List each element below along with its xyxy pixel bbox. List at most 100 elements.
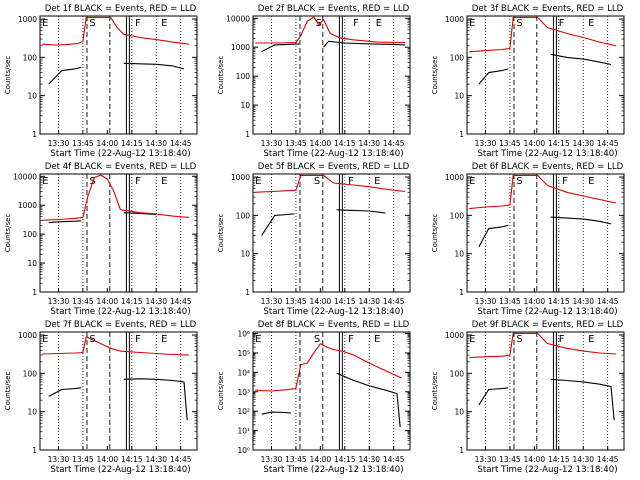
events-series-line	[48, 62, 185, 85]
y-tick-label: 10	[454, 92, 464, 101]
x-tick-label: 13:45	[499, 455, 521, 464]
x-tick-label: 14:00	[310, 139, 332, 148]
x-tick-label: 14:00	[97, 297, 119, 306]
x-tick-label: 13:45	[285, 139, 307, 148]
plot-frame	[466, 331, 625, 451]
event-letter: E	[376, 18, 382, 29]
x-tick-label: 13:45	[72, 139, 94, 148]
x-tick-label: 13:30	[48, 297, 70, 306]
y-tick-label: 1	[245, 288, 250, 297]
y-tick-label: 10⁵	[237, 349, 250, 358]
x-tick-label: 14:15	[334, 139, 356, 148]
x-tick-label: 14:30	[358, 455, 380, 464]
lld-series-line	[255, 343, 403, 392]
x-axis-label: Start Time (22-Aug-12 13:18:40)	[263, 465, 403, 475]
y-axis-label: Counts/sec	[217, 372, 225, 411]
lld-series-line	[255, 174, 406, 193]
y-tick-label: 1	[459, 288, 464, 297]
event-letter: S	[516, 18, 522, 29]
y-tick-label: 10000	[226, 14, 250, 23]
event-letter: E	[588, 18, 594, 29]
event-letter: E	[42, 18, 48, 29]
x-tick-label: 13:45	[499, 139, 521, 148]
event-letter: S	[314, 334, 320, 345]
x-tick-label: 14:00	[524, 139, 546, 148]
event-letter: E	[588, 176, 594, 187]
event-letter: F	[562, 176, 568, 187]
y-tick-label: 1000	[18, 331, 37, 340]
lld-series-line	[42, 16, 189, 46]
x-tick-label: 14:45	[383, 297, 405, 306]
x-tick-label: 13:30	[475, 297, 497, 306]
plot-frame	[466, 15, 625, 135]
x-tick-label: 14:45	[383, 139, 405, 148]
event-letter: S	[315, 18, 321, 29]
x-tick-label: 13:30	[48, 139, 70, 148]
x-tick-label: 14:45	[597, 455, 619, 464]
x-tick-label: 14:15	[334, 455, 356, 464]
y-tick-label: 1000	[445, 173, 464, 182]
event-letter: E	[255, 334, 261, 345]
x-tick-label: 14:15	[548, 455, 570, 464]
x-tick-label: 14:30	[358, 139, 380, 148]
event-letter: F	[348, 334, 354, 345]
events-series-line	[261, 40, 406, 53]
events-series-line	[48, 212, 157, 224]
y-axis-label: Counts/sec	[431, 372, 439, 411]
x-axis-label: Start Time (22-Aug-12 13:18:40)	[50, 307, 190, 317]
panel-title: Det 7f BLACK = Events, RED = LLD	[45, 320, 197, 330]
x-tick-label: 14:45	[383, 455, 405, 464]
y-tick-label: 1000	[445, 331, 464, 340]
y-tick-label: 100	[450, 211, 465, 220]
lld-series-line	[469, 332, 616, 359]
y-tick-label: 10	[240, 250, 250, 259]
y-tick-label: 10	[27, 259, 37, 268]
y-axis-label: Counts/sec	[4, 214, 12, 253]
events-series-line	[48, 378, 188, 421]
y-tick-label: 10⁴	[237, 368, 250, 377]
x-tick-label: 13:30	[48, 455, 70, 464]
x-tick-label: 14:00	[524, 455, 546, 464]
y-tick-label: 10⁶	[237, 330, 250, 339]
panel-4: Det 4f BLACK = Events, RED = LLD Counts/s…	[4, 162, 198, 317]
panel-8: Det 8f BLACK = Events, RED = LLD Counts/s…	[217, 320, 411, 475]
y-tick-label: 100	[236, 72, 251, 81]
y-axis-label: Counts/sec	[217, 56, 225, 95]
panel-5: Det 5f BLACK = Events, RED = LLD Counts/s…	[217, 162, 411, 317]
y-tick-label: 100	[23, 230, 38, 239]
x-tick-label: 13:45	[499, 297, 521, 306]
y-axis-label: Counts/sec	[4, 372, 12, 411]
lld-series-line	[42, 336, 189, 356]
y-tick-label: 10000	[13, 172, 37, 181]
x-tick-label: 13:45	[72, 455, 94, 464]
plot-frame	[252, 15, 411, 135]
y-tick-label: 10²	[237, 407, 250, 416]
panel-title: Det 3f BLACK = Events, RED = LLD	[472, 4, 624, 14]
event-letter: E	[42, 334, 48, 345]
events-series-line	[261, 209, 386, 236]
x-tick-label: 14:15	[121, 297, 143, 306]
panel-title: Det 2f BLACK = Events, RED = LLD	[258, 4, 410, 14]
x-tick-label: 14:30	[145, 139, 167, 148]
event-letter: F	[348, 176, 354, 187]
event-letter: F	[135, 18, 141, 29]
x-tick-label: 13:30	[261, 297, 283, 306]
x-tick-label: 13:30	[475, 139, 497, 148]
y-tick-label: 10	[454, 408, 464, 417]
x-tick-label: 13:45	[285, 297, 307, 306]
x-tick-label: 14:15	[548, 297, 570, 306]
y-tick-label: 1	[459, 446, 464, 455]
x-tick-label: 13:45	[72, 297, 94, 306]
panel-title: Det 4f BLACK = Events, RED = LLD	[45, 162, 197, 172]
y-tick-label: 10⁰	[237, 446, 250, 455]
y-tick-label: 10	[240, 101, 250, 110]
event-letter: E	[161, 18, 167, 29]
events-series-line	[261, 372, 401, 428]
y-tick-label: 1	[32, 130, 37, 139]
panel-title: Det 6f BLACK = Events, RED = LLD	[472, 162, 624, 172]
panel-2: Det 2f BLACK = Events, RED = LLD Counts/s…	[217, 4, 411, 159]
event-letter: S	[516, 176, 522, 187]
y-tick-label: 100	[450, 369, 465, 378]
x-tick-label: 13:45	[285, 455, 307, 464]
